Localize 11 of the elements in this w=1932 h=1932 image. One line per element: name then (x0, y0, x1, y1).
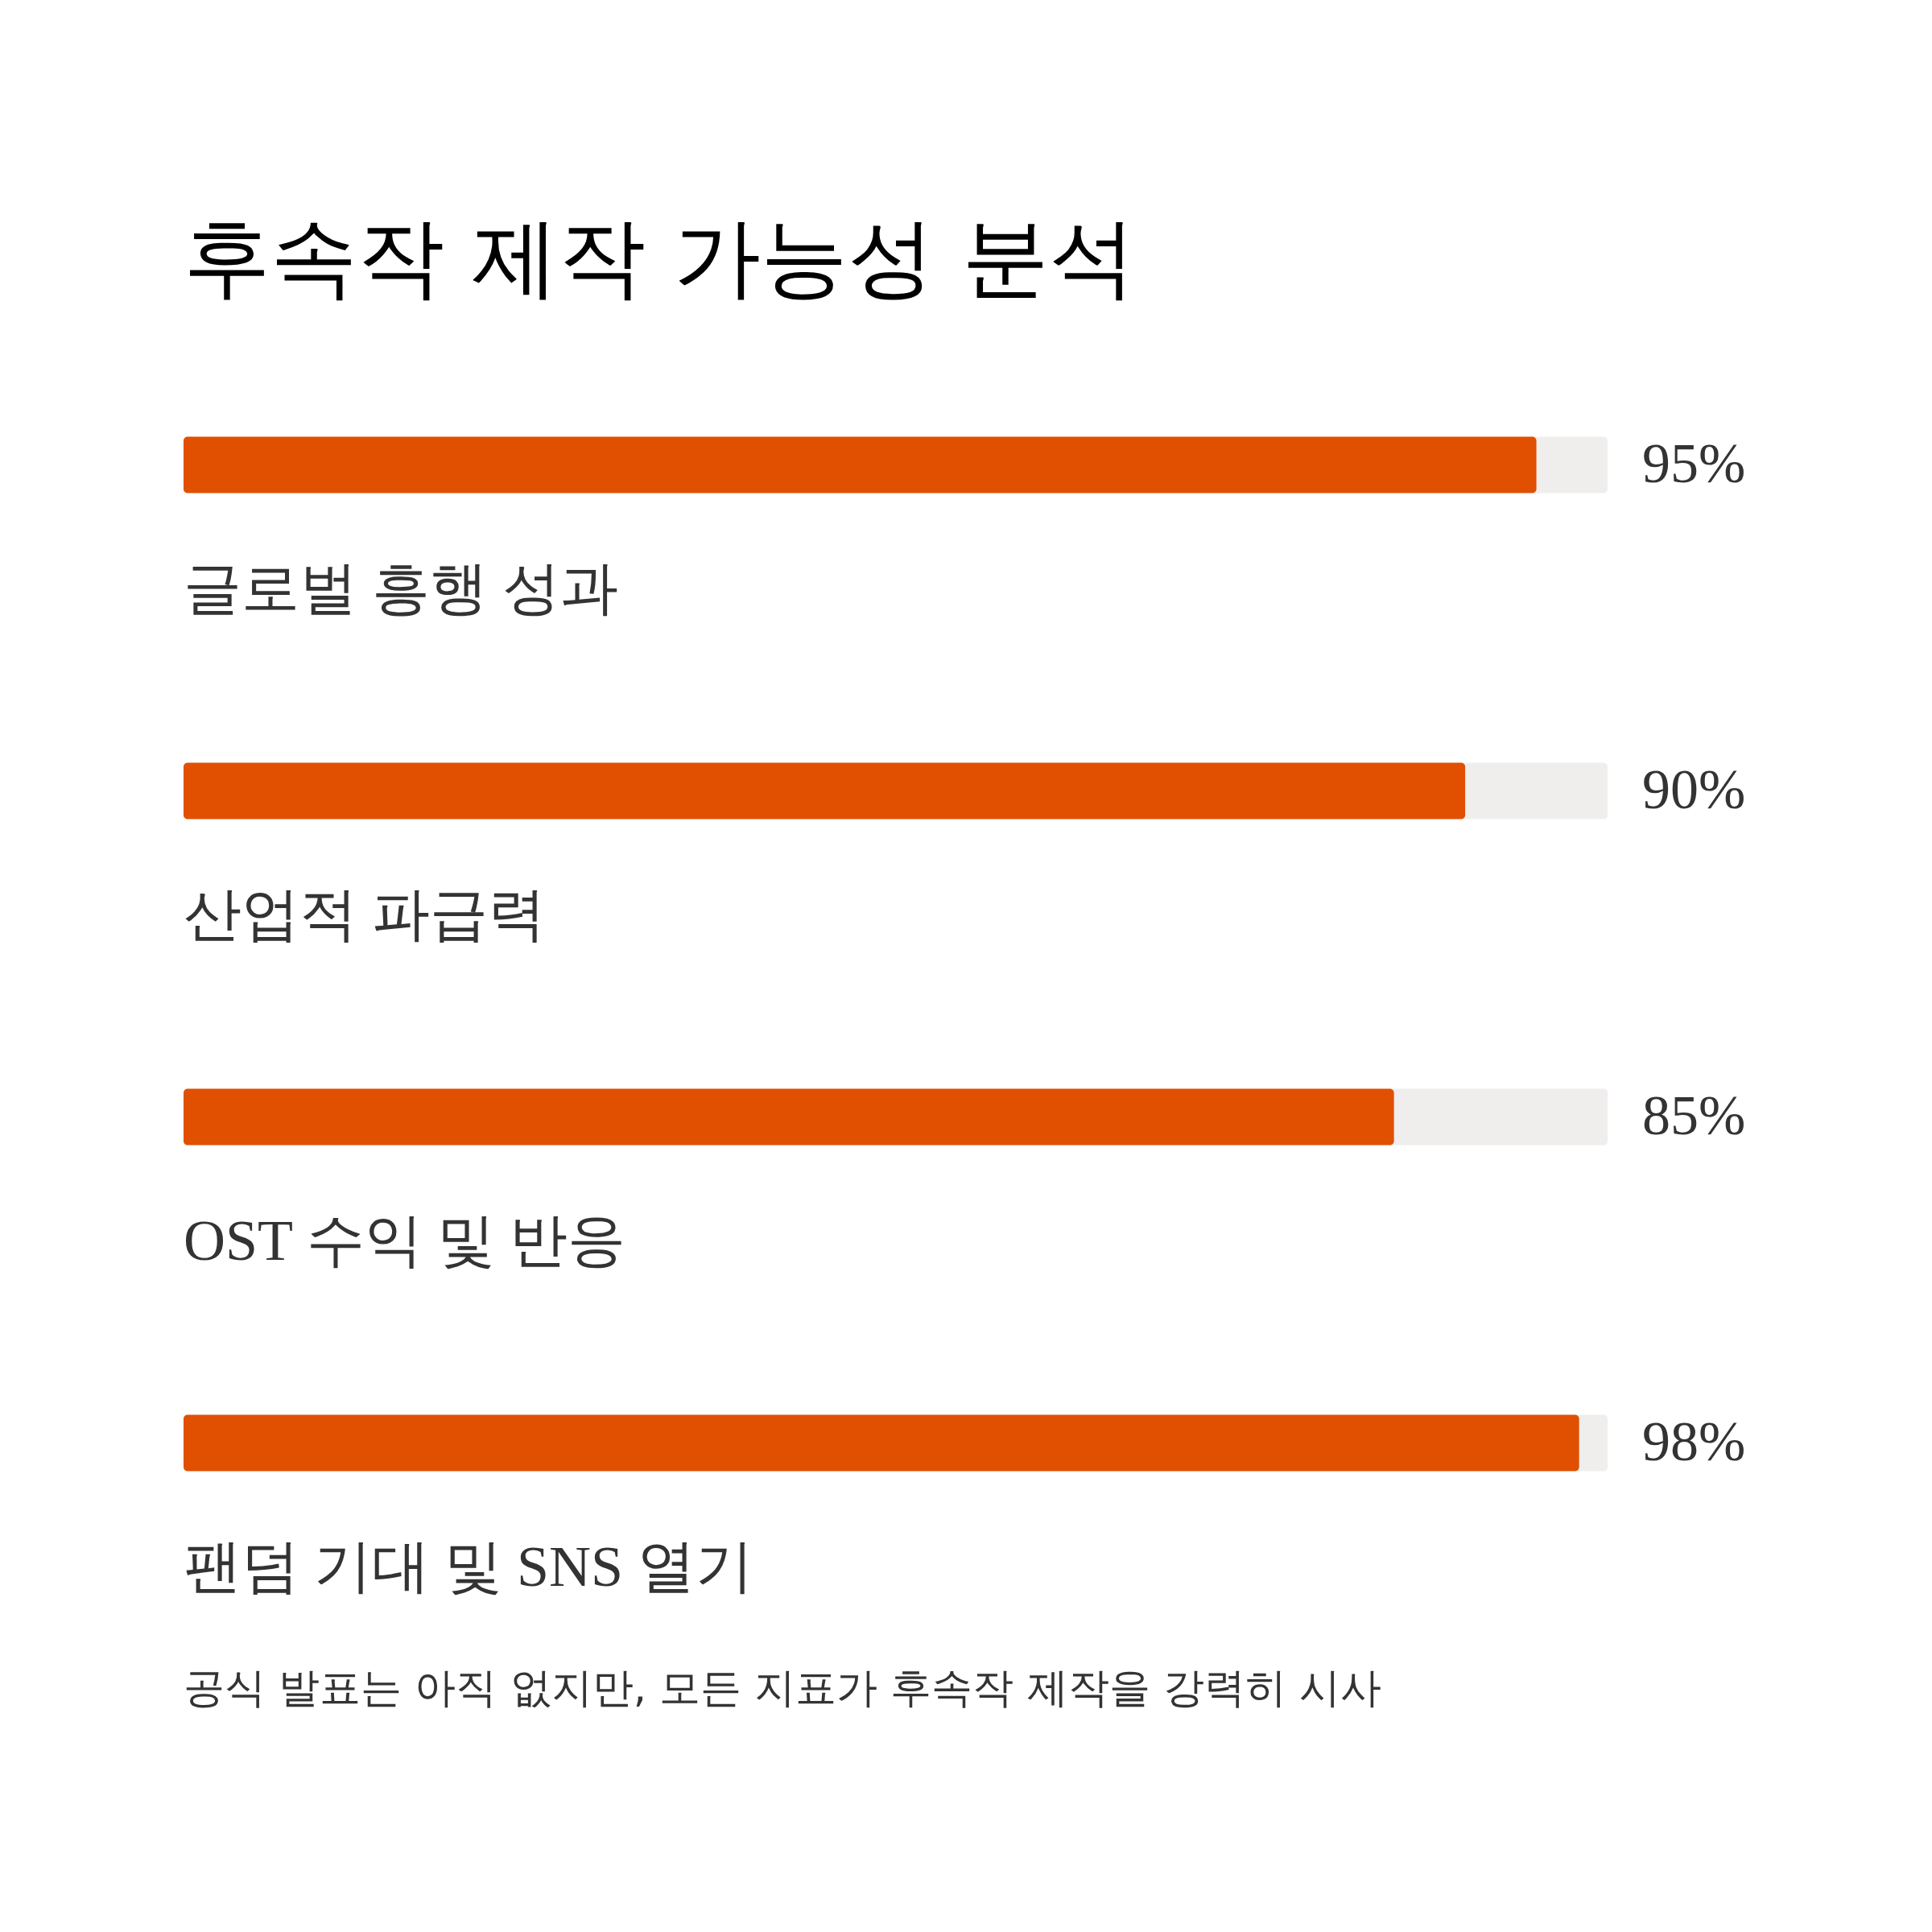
annotation: 공식 발표는 아직 없지만, 모든 지표가 후속작 제작을 강력히 시사 (184, 1663, 1382, 1711)
data-label: 98% (1642, 1410, 1746, 1472)
y-tick-label: OST 수익 및 반응 (184, 1208, 625, 1273)
bar (184, 1414, 1579, 1472)
data-label: 85% (1642, 1084, 1746, 1146)
chart-title: 후속작 제작 가능성 분석 (184, 207, 1136, 308)
y-tick-label: 산업적 파급력 (184, 881, 546, 947)
data-label: 90% (1642, 758, 1746, 820)
data-label: 95% (1642, 431, 1746, 494)
y-tick-label: 글로벌 흥행 성과 (184, 555, 618, 621)
y-tick-label: 팬덤 기대 및 SNS 열기 (184, 1534, 754, 1599)
